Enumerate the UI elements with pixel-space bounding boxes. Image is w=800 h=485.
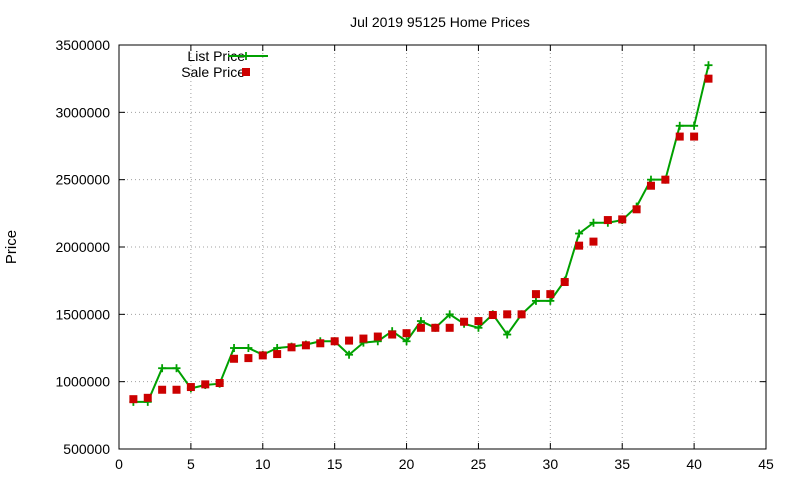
y-tick-label: 2500000 [55, 172, 110, 188]
list-price-point [503, 330, 512, 339]
sale-price-point [301, 341, 310, 350]
sale-price-point [402, 329, 411, 338]
sale-price-point [258, 351, 267, 360]
sale-price-point [632, 205, 641, 214]
sale-price-point [345, 336, 354, 345]
y-tick-label: 2000000 [55, 239, 110, 255]
y-tick-label: 1500000 [55, 306, 110, 322]
y-tick-label: 3500000 [55, 37, 110, 53]
sale-price-point [603, 216, 612, 225]
sale-price-point [445, 323, 454, 332]
x-tick-label: 15 [327, 456, 343, 472]
x-tick-label: 10 [255, 456, 271, 472]
sale-price-point [675, 132, 684, 141]
x-tick-label: 5 [187, 456, 195, 472]
list-price-point [474, 323, 483, 332]
series-sale-price [129, 74, 713, 404]
x-tick-label: 0 [115, 456, 123, 472]
sale-price-point [230, 354, 239, 363]
sale-price-point [373, 332, 382, 341]
y-tick-label: 1000000 [55, 374, 110, 390]
y-tick-label: 3000000 [55, 104, 110, 120]
list-price-point [244, 344, 253, 352]
sale-price-point [287, 343, 296, 352]
series-list-price [129, 61, 713, 406]
sale-price-point [273, 350, 282, 359]
sale-price-point [575, 241, 584, 250]
y-tick-label: 500000 [63, 441, 110, 457]
sale-price-point [474, 317, 483, 326]
sale-price-point [661, 175, 670, 184]
sale-price-point [690, 132, 699, 141]
list-price-point [546, 296, 555, 305]
legend-marker [242, 52, 250, 60]
legend-item-sale-price: Sale Price [181, 64, 250, 80]
sale-price-point [546, 290, 555, 299]
sale-price-point [488, 311, 497, 320]
list-price-point [704, 61, 713, 70]
plot-frame [118, 44, 767, 450]
sale-price-point [330, 337, 339, 346]
chart-title: Jul 2019 95125 Home Prices [350, 14, 530, 30]
sale-price-point [186, 383, 195, 392]
sale-price-point [589, 237, 598, 246]
sale-price-point [560, 278, 569, 287]
list-price-point [172, 364, 181, 373]
y-axis-label: Price [3, 230, 20, 264]
axis-layer: 0 5 10 15 20 25 30 35 40 45 500000 1000000 1500000 20… [55, 37, 774, 472]
series-layer [129, 61, 713, 406]
sale-price-point [416, 323, 425, 332]
legend-label: List Price [187, 48, 245, 64]
x-tick-label: 35 [614, 456, 630, 472]
sale-price-point [215, 379, 224, 388]
x-tick-label: 40 [686, 456, 702, 472]
sale-price-point [460, 317, 469, 326]
sale-price-point [359, 334, 368, 343]
sale-price-point [129, 395, 138, 404]
list-price-point [531, 296, 540, 305]
grid-layer [119, 45, 766, 449]
list-price-point [345, 350, 354, 359]
sale-price-point [503, 310, 512, 319]
list-price-point [230, 344, 239, 352]
list-price-point [675, 121, 684, 130]
x-tick-label: 20 [399, 456, 415, 472]
legend-marker [242, 68, 250, 76]
list-price-point [589, 218, 598, 227]
legend-label: Sale Price [181, 64, 245, 80]
sale-price-point [517, 310, 526, 319]
sale-price-point [704, 74, 713, 83]
sale-price-point [143, 393, 152, 402]
sale-price-point [431, 323, 440, 332]
list-price-point [402, 337, 411, 346]
sale-price-point [244, 354, 253, 363]
sale-price-point [201, 380, 210, 389]
list-price-point [416, 317, 425, 326]
legend-item-list-price: List Price [187, 48, 268, 64]
list-price-point [575, 229, 584, 238]
x-tick-label: 45 [758, 456, 774, 472]
list-price-point [158, 364, 167, 373]
list-price-point [445, 310, 454, 319]
x-tick-label: 25 [471, 456, 487, 472]
sale-price-point [531, 290, 540, 299]
sale-price-point [172, 385, 181, 394]
sale-price-point [316, 339, 325, 348]
x-tick-label: 30 [543, 456, 559, 472]
list-price-point [690, 121, 699, 130]
sale-price-point [158, 385, 167, 394]
sale-price-point [618, 215, 627, 224]
sale-price-point [388, 330, 397, 339]
sale-price-point [646, 181, 655, 190]
